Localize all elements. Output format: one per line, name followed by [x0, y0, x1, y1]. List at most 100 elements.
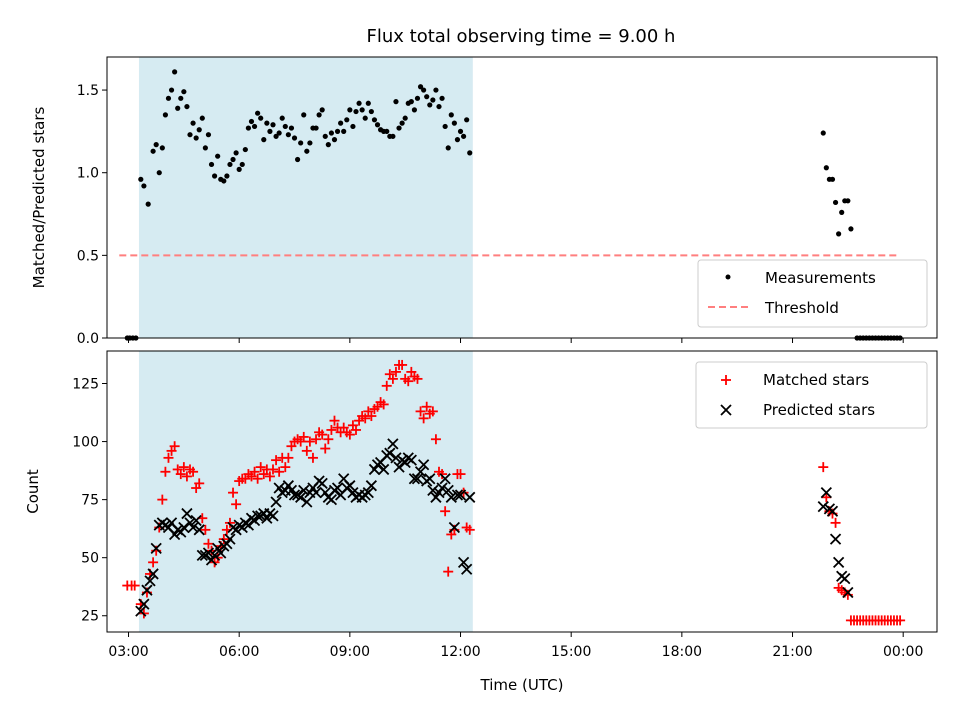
matched-star-point: [323, 434, 334, 445]
measurement-point: [460, 133, 467, 139]
measurement-point: [145, 201, 151, 207]
measurement-point: [285, 132, 291, 138]
measurement-point: [156, 170, 162, 176]
measurement-point: [347, 107, 353, 113]
measurement-point: [242, 146, 248, 153]
measurement-point: [264, 120, 270, 126]
ratio-plot: 0.0 0.5 1.0 1.5 Matched/Predicted stars Mea…: [30, 56, 938, 347]
measurement-point: [211, 173, 218, 179]
matched-star-point: [418, 413, 429, 424]
predicted-star-point: [138, 598, 150, 610]
predicted-star-point: [331, 482, 344, 494]
legend-label-measurements: Measurements: [765, 269, 876, 287]
matched-star-point: [818, 462, 829, 473]
matched-star-point: [421, 401, 432, 412]
measurement-point: [267, 128, 273, 134]
matched-star-point: [320, 443, 331, 454]
measurement-point: [258, 115, 264, 121]
measurement-point: [832, 199, 839, 206]
measurement-point: [322, 133, 328, 139]
measurement-point: [196, 127, 202, 133]
matched-star-point: [203, 538, 214, 549]
predicted-star-point: [288, 489, 301, 501]
x-axis-label: Time (UTC): [480, 676, 564, 694]
matched-star-point: [283, 452, 294, 463]
matched-star-point: [344, 429, 355, 440]
legend-label-matched: Matched stars: [763, 371, 869, 389]
matched-star-point: [329, 415, 340, 426]
measurement-point: [227, 161, 233, 168]
predicted-star-point: [193, 524, 205, 536]
matched-star-point: [430, 434, 441, 445]
measurement-point: [230, 156, 236, 163]
predicted-star-point: [202, 547, 215, 559]
predicted-star-point: [147, 568, 159, 580]
matched-star-point: [157, 494, 168, 505]
measurement-point: [393, 99, 399, 105]
measurement-point: [248, 118, 255, 125]
predicted-star-point: [817, 500, 829, 513]
predicted-star-point: [451, 489, 464, 501]
measurement-point: [427, 102, 433, 108]
predicted-star-point: [325, 493, 338, 506]
legend: Measurements Threshold: [697, 259, 928, 328]
measurement-point: [288, 125, 295, 131]
measurements-points: [124, 69, 903, 341]
matched-star-point: [351, 424, 361, 435]
predicted-star-point: [457, 556, 470, 568]
matched-star-point: [317, 429, 328, 440]
measurement-point: [187, 132, 193, 138]
measurement-point: [353, 108, 359, 115]
measurement-point: [255, 110, 261, 116]
x-tick-label: 09:00: [330, 644, 370, 660]
matched-star-point: [427, 406, 438, 417]
measurement-point: [138, 176, 144, 182]
predicted-star-point: [215, 547, 227, 559]
measurement-point: [190, 120, 196, 126]
matched-star-point: [280, 462, 291, 473]
x-axis-ticks: [128, 338, 904, 343]
predicted-star-point: [301, 496, 313, 508]
predicted-star-point: [417, 459, 430, 471]
matched-star-point: [381, 380, 392, 391]
y-tick-label: 100: [72, 435, 99, 451]
y-axis-ticks: 25 50 75 100 125: [72, 377, 107, 625]
measurement-point: [341, 128, 347, 134]
measurement-point: [414, 95, 421, 101]
predicted-star-point: [829, 533, 842, 545]
measurement-point: [175, 105, 181, 111]
measurement-point: [331, 137, 338, 143]
measurement-point: [181, 89, 187, 95]
x-tick-label: 15:00: [551, 644, 591, 660]
measurement-point: [233, 150, 239, 156]
predicted-star-point: [436, 482, 448, 494]
measurement-point: [168, 87, 175, 93]
measurement-point: [150, 148, 156, 154]
x-tick-label: 18:00: [662, 644, 702, 660]
matched-star-point: [200, 524, 211, 535]
plot-frame: [106, 56, 938, 339]
y-tick-label: 1.5: [77, 83, 99, 99]
y-axis-label: Matched/Predicted stars: [30, 107, 48, 289]
matched-star-point: [160, 466, 171, 477]
legend-marker-matched: [721, 375, 731, 385]
matched-star-point: [437, 469, 448, 480]
predicted-star-point: [826, 505, 839, 517]
measurement-point: [845, 198, 851, 204]
predicted-star-point: [427, 484, 439, 496]
predicted-star-point: [832, 556, 845, 568]
measurement-point: [368, 108, 374, 115]
predicted-star-point: [454, 489, 467, 501]
measurement-point: [325, 142, 331, 148]
measurement-point: [291, 135, 298, 141]
predicted-star-point: [141, 584, 153, 596]
measurement-point: [328, 130, 335, 136]
measurement-point: [282, 123, 288, 130]
predicted-star-point: [393, 461, 405, 473]
matched-star-point: [249, 466, 260, 477]
x-tick-label: 00:00: [883, 644, 923, 660]
predicted-star-point: [196, 549, 208, 562]
measurement-point: [172, 69, 178, 75]
matched-star-point: [255, 462, 266, 473]
x-tick-label: 06:00: [219, 644, 259, 660]
